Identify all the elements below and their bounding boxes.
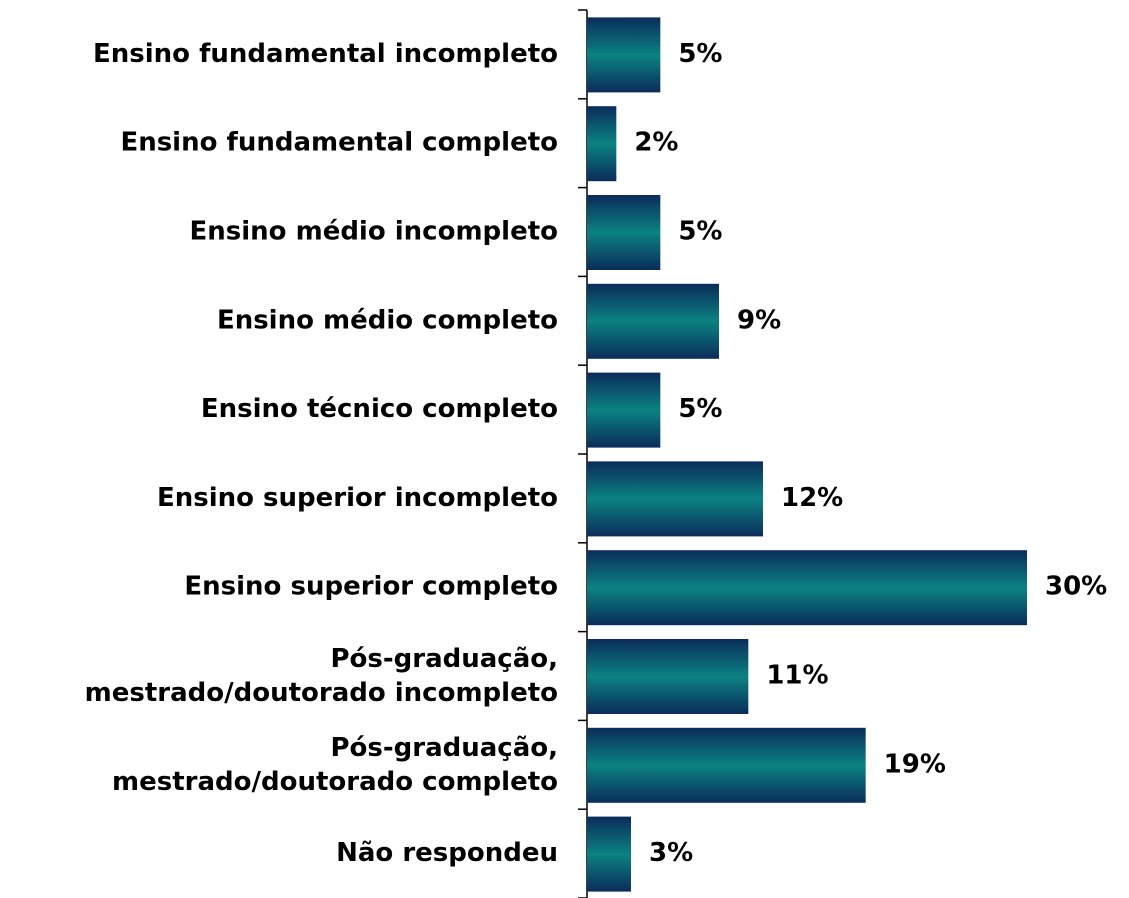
category-label: Ensino fundamental completo [120, 128, 558, 158]
category-label-line: mestrado/doutorado incompleto [85, 678, 558, 708]
bar [587, 461, 763, 537]
category-label: Ensino médio incompleto [190, 217, 558, 247]
value-label: 12% [781, 483, 843, 513]
category-label-line: Pós-graduação, [330, 644, 558, 674]
value-label: 5% [678, 39, 722, 69]
bar [587, 727, 866, 803]
category-label: Ensino superior incompleto [157, 483, 558, 513]
category-label: Pós-graduação, mestrado/doutorado incompl… [85, 644, 558, 708]
value-label: 30% [1045, 572, 1107, 602]
bar [587, 816, 631, 892]
category-label: Ensino técnico completo [201, 394, 558, 424]
bar [587, 283, 719, 359]
bar [587, 195, 661, 270]
category-label: Ensino fundamental incompleto [93, 39, 558, 69]
category-label: Ensino superior completo [184, 572, 558, 602]
value-label: 5% [678, 394, 722, 424]
category-label-line: Pós-graduação, [330, 732, 558, 762]
bar [587, 372, 661, 448]
bar [587, 639, 749, 714]
category-label: Pós-graduação, mestrado/doutorado complet… [112, 732, 558, 796]
bar [587, 106, 617, 182]
value-label: 5% [678, 217, 722, 247]
value-label: 19% [884, 749, 946, 779]
category-label: Não respondeu [336, 838, 558, 868]
category-label-line: mestrado/doutorado completo [112, 766, 558, 796]
category-label: Ensino médio completo [217, 305, 558, 335]
bar [587, 550, 1027, 626]
bar [587, 17, 661, 93]
value-label: 2% [634, 128, 678, 158]
value-label: 9% [737, 305, 781, 335]
value-label: 11% [766, 661, 828, 691]
value-label: 3% [649, 838, 693, 868]
